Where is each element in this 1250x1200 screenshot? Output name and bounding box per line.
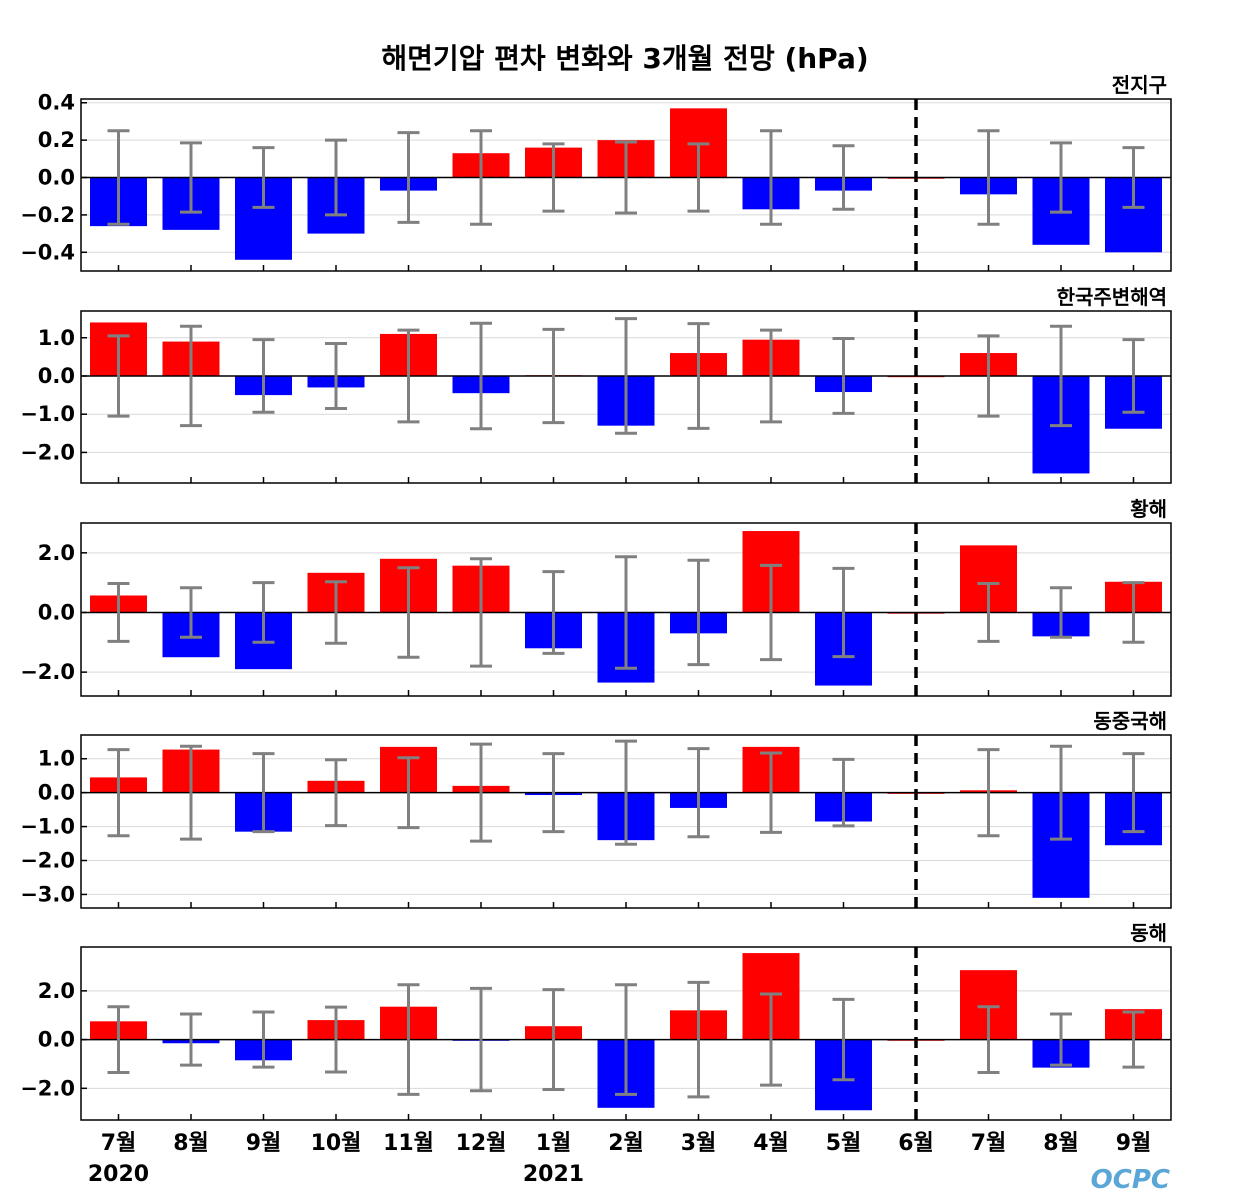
xtick-label: 11월 <box>383 1131 434 1156</box>
ytick-label: 0.4 <box>38 91 75 115</box>
ytick-label: 2.0 <box>38 979 75 1003</box>
year-label: 2021 <box>523 1162 584 1187</box>
xtick-label: 3월 <box>681 1131 717 1156</box>
panel-2: 1.0 0.0 −1.0 −2.0 한국주변해역 <box>20 285 1172 484</box>
ytick-label: 2.0 <box>38 541 75 565</box>
region-label: 동해 <box>1130 921 1167 945</box>
ytick-label: −2.0 <box>20 440 75 464</box>
ytick-label: −2.0 <box>20 849 75 873</box>
xtick-label: 9월 <box>1116 1131 1152 1156</box>
xtick-label: 8월 <box>173 1131 209 1156</box>
ytick-label: 0.0 <box>38 600 75 624</box>
ytick-label: 0.0 <box>38 1028 75 1052</box>
panel-5: 2.0 0.0 −2.0 동해 <box>20 921 1172 1121</box>
panel-3: 2.0 0.0 −2.0 황해 <box>20 497 1172 697</box>
ytick-label: −1.0 <box>20 815 75 839</box>
panel-4: 1.0 0.0 −1.0 −2.0 −3.0 동중국해 <box>20 709 1172 909</box>
xtick-label: 10월 <box>311 1131 362 1156</box>
ytick-label: 0.0 <box>38 364 75 388</box>
xtick-label: 9월 <box>246 1131 282 1156</box>
xtick-label: 2월 <box>608 1131 644 1156</box>
region-label: 전지구 <box>1112 73 1167 97</box>
ytick-label: 0.0 <box>38 781 75 805</box>
ytick-label: 0.0 <box>38 166 75 190</box>
x-axis: 7월 8월 9월 10월 11월 12월 1월 2월 3월 4월 5월 6월 7월 8월 9월 2020 202… <box>88 1131 1151 1187</box>
region-label: 한국주변해역 <box>1057 285 1167 309</box>
xtick-label: 6월 <box>898 1131 934 1156</box>
chart-title: 해면기압 편차 변화와 3개월 전망 (hPa) <box>381 42 868 75</box>
ytick-label: 0.2 <box>38 128 75 152</box>
ytick-label: −0.4 <box>20 240 75 264</box>
xtick-label: 1월 <box>536 1131 572 1156</box>
region-label: 동중국해 <box>1093 709 1167 733</box>
ytick-label: 1.0 <box>38 326 75 350</box>
region-label: 황해 <box>1130 497 1167 521</box>
panel-1: 0.4 0.2 0.0 −0.2 −0.4 전지구 <box>20 73 1172 272</box>
ytick-label: −1.0 <box>20 402 75 426</box>
ytick-label: −2.0 <box>20 660 75 684</box>
ytick-label: 1.0 <box>38 747 75 771</box>
xtick-label: 8월 <box>1043 1131 1079 1156</box>
xtick-label: 5월 <box>826 1131 862 1156</box>
xtick-label: 7월 <box>101 1131 137 1156</box>
xtick-label: 7월 <box>971 1131 1007 1156</box>
year-label: 2020 <box>88 1162 149 1187</box>
panels-group: 0.4 0.2 0.0 −0.2 −0.4 전지구 1.0 0.0 −1.0 −2.0 한국주변해역… <box>20 73 1172 1121</box>
ytick-label: −0.2 <box>20 203 75 227</box>
ytick-label: −2.0 <box>20 1076 75 1100</box>
ytick-label: −3.0 <box>20 882 75 906</box>
xtick-label: 12월 <box>456 1131 507 1156</box>
ocpc-logo: OCPC <box>1091 1165 1170 1195</box>
xtick-label: 4월 <box>753 1131 789 1156</box>
